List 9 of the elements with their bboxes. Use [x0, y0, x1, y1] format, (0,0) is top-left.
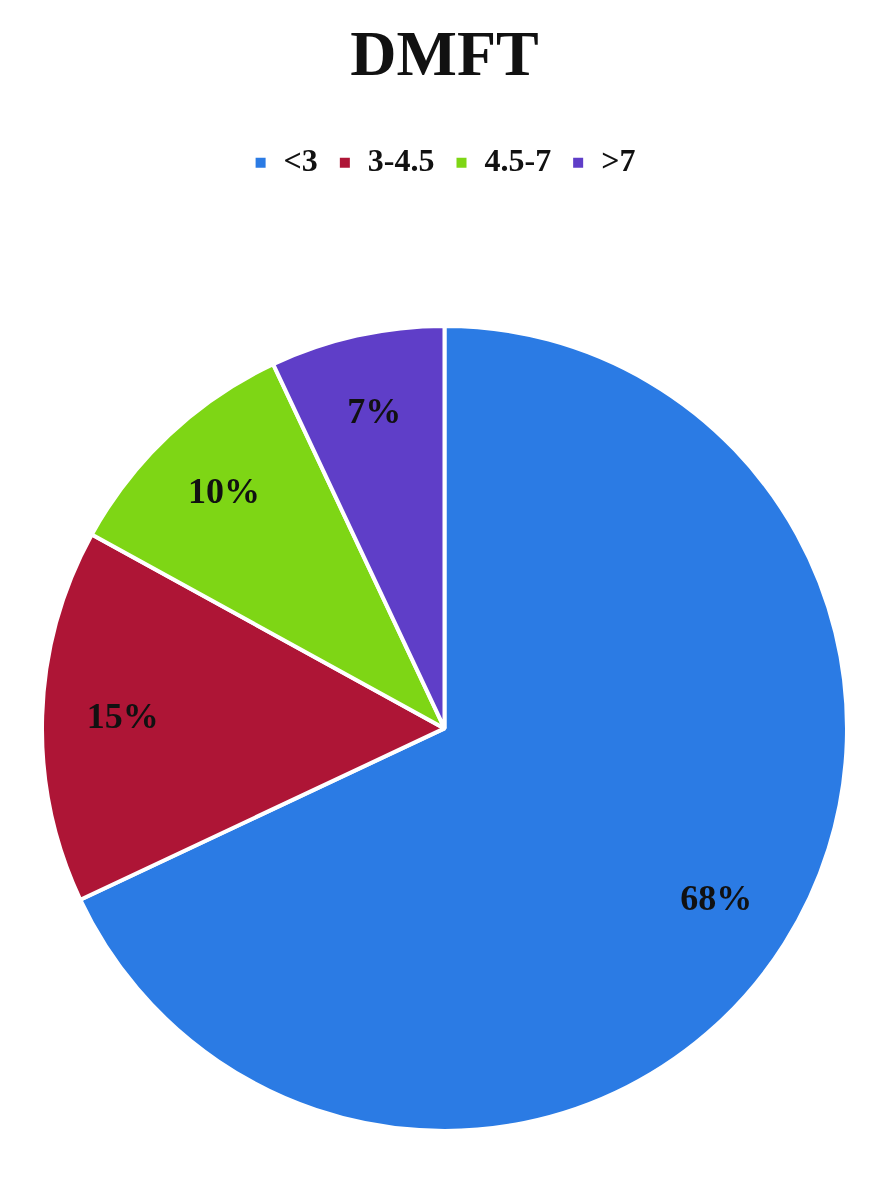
legend-label: <3: [283, 142, 318, 179]
legend-label: 3-4.5: [367, 142, 435, 179]
data-label: 15%: [86, 695, 159, 736]
data-label: 10%: [188, 470, 261, 511]
data-label: 7%: [347, 391, 402, 432]
chart-title: DMFT: [350, 17, 539, 89]
data-label: 68%: [680, 878, 753, 919]
legend-label: >7: [601, 142, 636, 179]
legend-label: 4.5-7: [484, 142, 552, 179]
